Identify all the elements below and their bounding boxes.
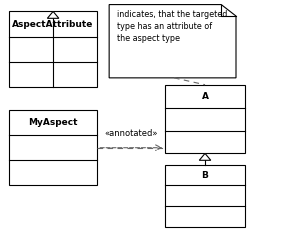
Bar xyxy=(9,11,97,87)
Text: AspectAttribute: AspectAttribute xyxy=(12,19,94,29)
Bar xyxy=(9,110,97,185)
Bar xyxy=(165,85,245,153)
Polygon shape xyxy=(47,11,59,18)
Polygon shape xyxy=(109,5,236,78)
Text: MyAspect: MyAspect xyxy=(28,118,78,127)
Text: A: A xyxy=(201,92,209,101)
Bar xyxy=(165,165,245,227)
Text: «annotated»: «annotated» xyxy=(104,129,158,139)
Polygon shape xyxy=(199,153,211,160)
Text: indicates, that the targeted
type has an attribute of
the aspect type: indicates, that the targeted type has an… xyxy=(117,10,227,43)
Text: B: B xyxy=(201,171,209,180)
